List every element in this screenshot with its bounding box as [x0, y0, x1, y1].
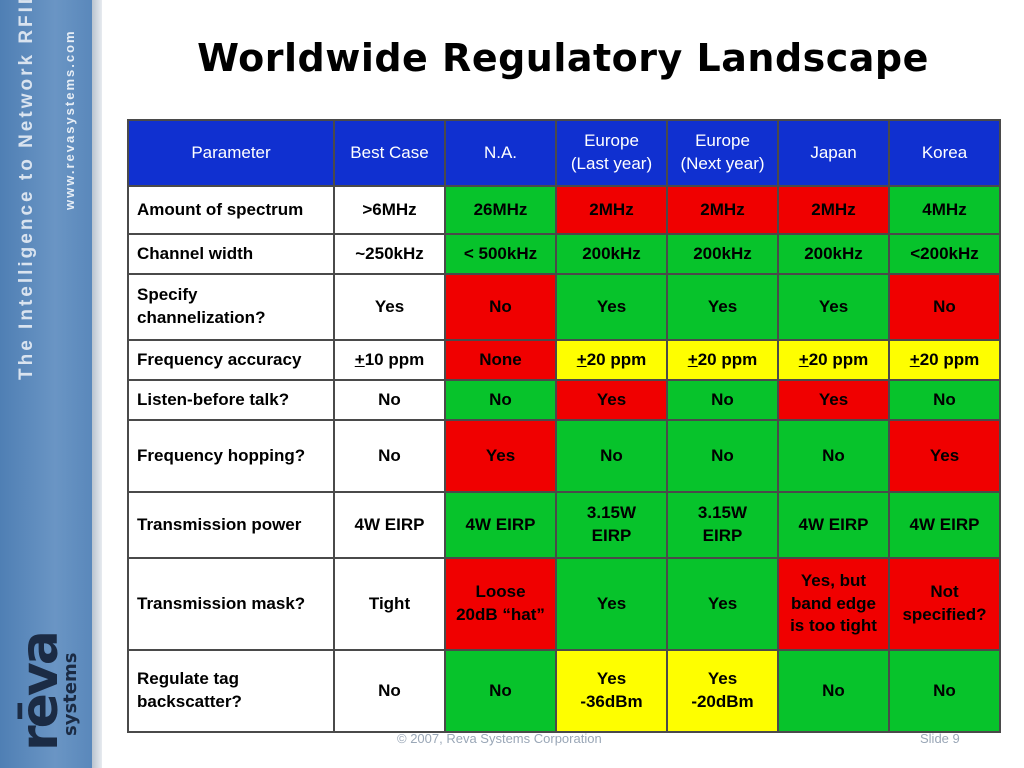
regulatory-table: Parameter Best Case N.A. Europe (Last year) E…	[127, 119, 1001, 733]
row-parameter: Channel width	[127, 233, 335, 275]
sidebar-tagline: The Intelligence to Network RFID	[16, 0, 37, 380]
region-cell: No	[888, 379, 1001, 421]
region-cell: No	[888, 649, 1001, 733]
region-cell: No	[666, 379, 779, 421]
region-cell: 3.15W EIRP	[555, 491, 668, 559]
footer-slide-number: Slide 9	[920, 731, 960, 746]
table-row: Listen-before talk? No No Yes No Yes No	[127, 379, 1001, 421]
reva-logo: rēva systems	[10, 633, 90, 751]
region-cell: 2MHz	[555, 185, 668, 235]
table-header-row: Parameter Best Case N.A. Europe (Last year) E…	[127, 119, 1001, 187]
region-cell: 3.15W EIRP	[666, 491, 779, 559]
row-parameter: Frequency hopping?	[127, 419, 335, 493]
region-cell: No	[555, 419, 668, 493]
region-cell: No	[666, 419, 779, 493]
region-cell: 4W EIRP	[888, 491, 1001, 559]
region-cell: Yes	[777, 379, 890, 421]
best-case-cell: No	[333, 419, 446, 493]
region-cell: < 500kHz	[444, 233, 557, 275]
region-cell: Yes -36dBm	[555, 649, 668, 733]
column-header: N.A.	[444, 119, 557, 187]
column-header: Europe (Next year)	[666, 119, 779, 187]
slide-title: Worldwide Regulatory Landscape	[197, 36, 929, 80]
logo-subtitle: systems	[60, 652, 81, 736]
row-parameter: Transmission mask?	[127, 557, 335, 651]
column-header: Korea	[888, 119, 1001, 187]
region-cell: No	[777, 649, 890, 733]
table-row: Amount of spectrum >6MHz 26MHz 2MHz 2MHz 2MHz…	[127, 185, 1001, 235]
region-cell: Yes	[888, 419, 1001, 493]
region-cell: 26MHz	[444, 185, 557, 235]
column-header: Best Case	[333, 119, 446, 187]
region-cell: Yes	[555, 273, 668, 341]
region-cell: Loose 20dB “hat”	[444, 557, 557, 651]
region-cell: Yes	[444, 419, 557, 493]
region-cell: 2MHz	[777, 185, 890, 235]
region-cell: +20 ppm	[888, 339, 1001, 381]
best-case-cell: No	[333, 379, 446, 421]
region-cell: Not specified?	[888, 557, 1001, 651]
sidebar-url: www.revasystems.com	[62, 29, 77, 210]
region-cell: 200kHz	[555, 233, 668, 275]
best-case-cell: ~250kHz	[333, 233, 446, 275]
region-cell: Yes	[666, 557, 779, 651]
region-cell: +20 ppm	[777, 339, 890, 381]
region-cell: Yes, but band edge is too tight	[777, 557, 890, 651]
region-cell: 4W EIRP	[444, 491, 557, 559]
row-parameter: Listen-before talk?	[127, 379, 335, 421]
table-row: Frequency hopping? No Yes No No No Yes	[127, 419, 1001, 493]
best-case-cell: 4W EIRP	[333, 491, 446, 559]
region-cell: 200kHz	[666, 233, 779, 275]
table-row: Regulate tag backscatter? No No Yes -36dBm Ye…	[127, 649, 1001, 733]
region-cell: <200kHz	[888, 233, 1001, 275]
column-header: Europe (Last year)	[555, 119, 668, 187]
region-cell: 4W EIRP	[777, 491, 890, 559]
table-row: Channel width ~250kHz < 500kHz 200kHz 200kHz…	[127, 233, 1001, 275]
region-cell: Yes	[555, 379, 668, 421]
sidebar-edge	[92, 0, 102, 768]
footer-copyright: © 2007, Reva Systems Corporation	[397, 731, 602, 746]
region-cell: 4MHz	[888, 185, 1001, 235]
region-cell: Yes	[666, 273, 779, 341]
row-parameter: Specify channelization?	[127, 273, 335, 341]
table-row: Frequency accuracy +10 ppm None +20 ppm +20 …	[127, 339, 1001, 381]
row-parameter: Amount of spectrum	[127, 185, 335, 235]
best-case-cell: >6MHz	[333, 185, 446, 235]
row-parameter: Frequency accuracy	[127, 339, 335, 381]
region-cell: Yes -20dBm	[666, 649, 779, 733]
best-case-cell: No	[333, 649, 446, 733]
best-case-cell: Yes	[333, 273, 446, 341]
column-header: Parameter	[127, 119, 335, 187]
table-row: Specify channelization? Yes No Yes Yes Yes No	[127, 273, 1001, 341]
sidebar: The Intelligence to Network RFID www.rev…	[0, 0, 92, 768]
region-cell: No	[444, 379, 557, 421]
region-cell: +20 ppm	[666, 339, 779, 381]
region-cell: Yes	[555, 557, 668, 651]
table-row: Transmission mask? Tight Loose 20dB “hat” Ye…	[127, 557, 1001, 651]
region-cell: None	[444, 339, 557, 381]
column-header: Japan	[777, 119, 890, 187]
region-cell: +20 ppm	[555, 339, 668, 381]
row-parameter: Transmission power	[127, 491, 335, 559]
table-row: Transmission power 4W EIRP 4W EIRP 3.15W EIR…	[127, 491, 1001, 559]
region-cell: 200kHz	[777, 233, 890, 275]
region-cell: Yes	[777, 273, 890, 341]
region-cell: No	[777, 419, 890, 493]
region-cell: No	[444, 273, 557, 341]
best-case-cell: Tight	[333, 557, 446, 651]
sidebar-branding: The Intelligence to Network RFID www.rev…	[0, 0, 92, 620]
region-cell: No	[444, 649, 557, 733]
row-parameter: Regulate tag backscatter?	[127, 649, 335, 733]
region-cell: 2MHz	[666, 185, 779, 235]
best-case-cell: +10 ppm	[333, 339, 446, 381]
region-cell: No	[888, 273, 1001, 341]
